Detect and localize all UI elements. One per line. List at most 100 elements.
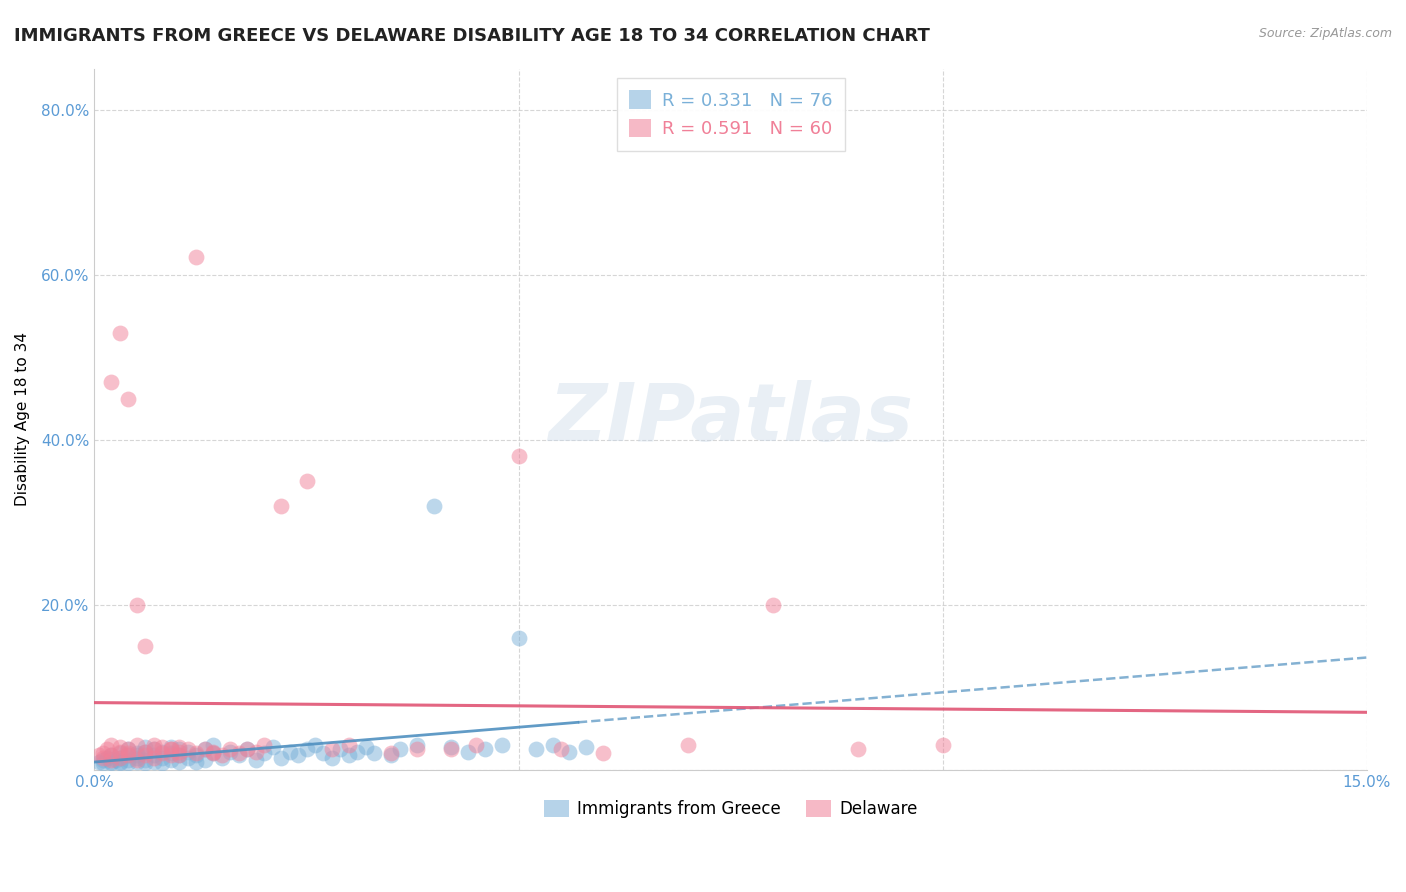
Point <box>117 748 139 763</box>
Point <box>405 742 427 756</box>
Point <box>278 745 301 759</box>
Point <box>91 753 114 767</box>
Text: Source: ZipAtlas.com: Source: ZipAtlas.com <box>1258 27 1392 40</box>
Point <box>380 748 402 763</box>
Point <box>91 756 114 771</box>
Point <box>354 739 377 754</box>
Point <box>150 756 173 771</box>
Point <box>211 750 233 764</box>
Point <box>491 738 513 752</box>
Point <box>329 742 352 756</box>
Point <box>159 739 181 754</box>
Point <box>270 499 292 513</box>
Point <box>108 750 131 764</box>
Point <box>125 598 148 612</box>
Point <box>87 748 110 763</box>
Point <box>117 392 139 406</box>
Point <box>169 745 191 759</box>
Point <box>125 747 148 761</box>
Point <box>388 742 411 756</box>
Point <box>108 755 131 769</box>
Point <box>169 748 191 763</box>
Point <box>186 755 208 769</box>
Point <box>91 750 114 764</box>
Point <box>177 750 200 764</box>
Point <box>134 745 156 759</box>
Point <box>117 747 139 761</box>
Point <box>134 745 156 759</box>
Point <box>295 474 318 488</box>
Point <box>337 748 360 763</box>
Point <box>150 750 173 764</box>
Point <box>134 739 156 754</box>
Point <box>142 750 165 764</box>
Point <box>236 742 259 756</box>
Point <box>287 748 309 763</box>
Point <box>108 756 131 771</box>
Point <box>159 742 181 756</box>
Point <box>169 739 191 754</box>
Point <box>100 748 122 763</box>
Point <box>125 748 148 763</box>
Text: IMMIGRANTS FROM GREECE VS DELAWARE DISABILITY AGE 18 TO 34 CORRELATION CHART: IMMIGRANTS FROM GREECE VS DELAWARE DISAB… <box>14 27 929 45</box>
Point <box>219 745 242 759</box>
Point <box>405 738 427 752</box>
Point <box>440 739 463 754</box>
Point <box>125 750 148 764</box>
Point <box>363 747 385 761</box>
Point <box>346 745 368 759</box>
Point <box>117 742 139 756</box>
Y-axis label: Disability Age 18 to 34: Disability Age 18 to 34 <box>15 332 30 507</box>
Point <box>262 739 284 754</box>
Point <box>474 742 496 756</box>
Point <box>108 739 131 754</box>
Point <box>202 745 225 759</box>
Point <box>440 742 463 756</box>
Point <box>321 742 343 756</box>
Point <box>253 747 276 761</box>
Point <box>169 755 191 769</box>
Point <box>159 748 181 763</box>
Point <box>202 738 225 752</box>
Point <box>125 755 148 769</box>
Point <box>91 747 114 761</box>
Point <box>592 747 614 761</box>
Point <box>117 742 139 756</box>
Point <box>194 742 217 756</box>
Point <box>270 750 292 764</box>
Point <box>100 738 122 752</box>
Point <box>159 742 181 756</box>
Point <box>142 748 165 763</box>
Point <box>550 742 572 756</box>
Point <box>236 742 259 756</box>
Point <box>558 745 581 759</box>
Point <box>465 738 488 752</box>
Point <box>96 742 118 756</box>
Point <box>108 750 131 764</box>
Point <box>108 747 131 761</box>
Point <box>245 753 267 767</box>
Point <box>96 750 118 764</box>
Point <box>108 326 131 340</box>
Point <box>194 742 217 756</box>
Point <box>211 748 233 763</box>
Point <box>117 753 139 767</box>
Point <box>142 742 165 756</box>
Point <box>508 450 530 464</box>
Point <box>524 742 547 756</box>
Point <box>321 750 343 764</box>
Point <box>380 747 402 761</box>
Point <box>312 747 335 761</box>
Point <box>87 755 110 769</box>
Point <box>219 742 242 756</box>
Point <box>169 742 191 756</box>
Point <box>508 631 530 645</box>
Point <box>104 753 127 767</box>
Point <box>202 747 225 761</box>
Point <box>337 738 360 752</box>
Point <box>150 747 173 761</box>
Point <box>202 747 225 761</box>
Point <box>304 738 326 752</box>
Point <box>100 756 122 771</box>
Point <box>100 748 122 763</box>
